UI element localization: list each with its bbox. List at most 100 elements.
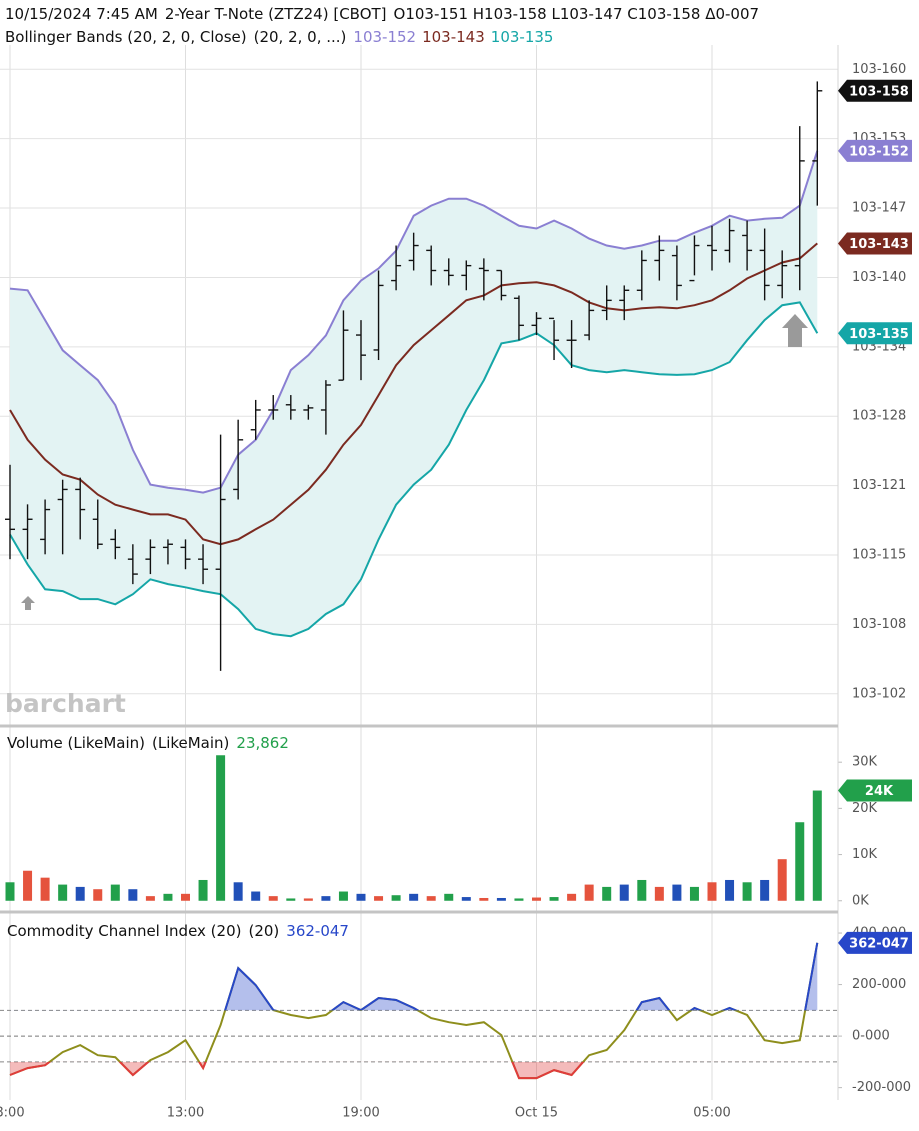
legend-value: 103-152 xyxy=(353,28,416,46)
cci-legend: Commodity Channel Index (20) (20) 362-047 xyxy=(7,922,349,940)
volume-bar xyxy=(110,884,120,901)
y-tick-label: 103-115 xyxy=(852,548,906,563)
panel-title: Volume (LikeMain) xyxy=(7,734,145,752)
indicator-name: Bollinger Bands (20, 2, 0, Close) xyxy=(5,28,247,46)
price-box xyxy=(838,79,912,102)
volume-bar xyxy=(391,895,401,901)
volume-bar xyxy=(163,893,173,901)
band-line xyxy=(9,301,819,638)
panel-title: Commodity Channel Index (20) xyxy=(7,922,241,940)
volume-bar xyxy=(444,893,454,901)
volume-bar xyxy=(584,884,594,901)
x-tick-label: Oct 15 xyxy=(515,1106,558,1121)
legend-value: 362-047 xyxy=(286,922,349,940)
x-tick-label: 05:00 xyxy=(693,1106,730,1121)
signal-arrow xyxy=(782,314,808,347)
volume-bar xyxy=(742,882,752,901)
volume-bar xyxy=(637,879,647,901)
volume-bar xyxy=(426,896,436,901)
volume-bar xyxy=(812,790,822,901)
volume-bar xyxy=(145,896,155,901)
volume-bar xyxy=(532,897,541,901)
volume-bar xyxy=(725,879,735,901)
volume-bar xyxy=(181,893,190,901)
x-tick-label: 19:00 xyxy=(342,1106,379,1121)
symbol-title: 2-Year T-Note (ZTZ24) [CBOT] xyxy=(165,5,387,23)
volume-bar xyxy=(93,889,103,901)
bollinger-legend: Bollinger Bands (20, 2, 0, Close) (20, 2,… xyxy=(5,28,553,46)
x-tick-label: 13:00 xyxy=(167,1106,204,1121)
header-line: 10/15/2024 7:45 AM 2-Year T-Note (ZTZ24) … xyxy=(5,5,759,23)
y-tick-label: 103-140 xyxy=(852,270,906,285)
volume-bar xyxy=(40,877,50,901)
cci-line-below xyxy=(9,1061,585,1080)
volume-bar xyxy=(549,897,559,901)
volume-bar xyxy=(251,891,261,901)
volume-bar xyxy=(58,884,68,901)
price-box xyxy=(838,139,912,162)
volume-bar xyxy=(496,897,506,901)
y-tick-label: 10K xyxy=(852,847,878,862)
volume-bar xyxy=(777,859,787,901)
price-box-label: 103-143 xyxy=(849,237,909,252)
legend-value: 103-135 xyxy=(491,28,554,46)
indicator-params: (20, 2, 0, ...) xyxy=(254,28,347,46)
y-tick-label: 103-147 xyxy=(852,201,906,216)
signal-arrow xyxy=(21,596,35,610)
price-box-label: 362-047 xyxy=(849,936,909,951)
marks-layer: 8:00 13:00 19:00 Oct 15 05:00 103-102 103-108 1… xyxy=(0,62,911,1121)
volume-bar xyxy=(216,755,226,901)
cci-line-above xyxy=(224,942,819,1011)
volume-bar xyxy=(461,897,471,901)
volume-bar xyxy=(619,884,629,901)
panel-params: (LikeMain) xyxy=(152,734,229,752)
volume-bar xyxy=(374,896,384,901)
grid-layer xyxy=(0,45,842,1100)
y-tick-label: 103-128 xyxy=(852,409,906,424)
price-box xyxy=(838,322,912,345)
volume-legend: Volume (LikeMain) (LikeMain) 23,862 xyxy=(7,734,289,752)
price-box xyxy=(838,232,912,255)
volume-bar xyxy=(303,898,313,901)
y-tick-label: 103-160 xyxy=(852,62,906,77)
y-tick-label: 30K xyxy=(852,755,878,770)
volume-bar xyxy=(795,822,805,901)
band-line xyxy=(9,242,818,546)
volume-bar xyxy=(268,896,278,901)
legend-value: 103-143 xyxy=(422,28,485,46)
quote: O103-151 H103-158 L103-147 C103-158 Δ0-0… xyxy=(394,5,760,23)
axes-layer xyxy=(0,45,839,1100)
y-tick-label: -200-000 xyxy=(852,1080,911,1095)
volume-bar xyxy=(5,882,15,901)
y-tick-label: 0K xyxy=(852,893,869,908)
volume-bar xyxy=(707,882,717,901)
volume-bar xyxy=(23,870,33,901)
volume-bar xyxy=(356,893,366,901)
volume-bar xyxy=(409,893,419,901)
volume-bar xyxy=(338,891,348,901)
boxes-layer: 103-158 103-152 103-143 103-135 24K 362-047 xyxy=(838,79,912,954)
x-tick-label: 8:00 xyxy=(0,1106,25,1121)
volume-bar xyxy=(128,889,138,901)
y-tick-label: 103-102 xyxy=(852,686,906,701)
panel-params: (20) xyxy=(248,922,279,940)
band-fill xyxy=(10,150,818,637)
volume-bar xyxy=(286,898,296,901)
volume-bar xyxy=(654,886,664,901)
y-tick-label: 103-121 xyxy=(852,478,906,493)
volume-bar xyxy=(760,879,770,901)
price-box-label: 103-135 xyxy=(849,327,909,342)
volume-bar xyxy=(567,893,577,901)
price-box xyxy=(838,931,912,954)
volume-bar xyxy=(198,879,208,901)
volume-bar xyxy=(514,898,524,901)
volume-bar xyxy=(689,886,699,901)
volume-bar xyxy=(321,896,331,901)
legend-value: 23,862 xyxy=(236,734,289,752)
volume-bar xyxy=(75,886,85,901)
y-tick-label: 103-108 xyxy=(852,617,906,632)
volume-bar xyxy=(602,886,612,901)
y-tick-label: 20K xyxy=(852,801,878,816)
